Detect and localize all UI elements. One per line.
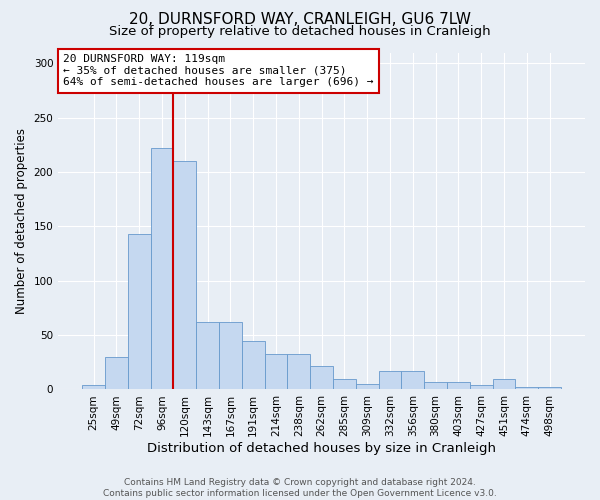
Text: 20, DURNSFORD WAY, CRANLEIGH, GU6 7LW: 20, DURNSFORD WAY, CRANLEIGH, GU6 7LW [129,12,471,28]
Bar [424,382,447,390]
Bar [265,354,287,390]
Bar [82,385,105,390]
X-axis label: Distribution of detached houses by size in Cranleigh: Distribution of detached houses by size … [147,442,496,455]
Text: 20 DURNSFORD WAY: 119sqm
← 35% of detached houses are smaller (375)
64% of semi-: 20 DURNSFORD WAY: 119sqm ← 35% of detach… [64,54,374,88]
Bar [470,385,493,390]
Bar [515,388,538,390]
Bar [356,384,379,390]
Bar [447,382,470,390]
Bar [538,388,561,390]
Bar [242,340,265,390]
Bar [173,161,196,390]
Bar [105,357,128,390]
Bar [151,148,173,390]
Bar [287,354,310,390]
Bar [128,234,151,390]
Bar [310,366,333,390]
Text: Size of property relative to detached houses in Cranleigh: Size of property relative to detached ho… [109,25,491,38]
Bar [379,371,401,390]
Bar [493,378,515,390]
Text: Contains HM Land Registry data © Crown copyright and database right 2024.
Contai: Contains HM Land Registry data © Crown c… [103,478,497,498]
Bar [401,371,424,390]
Bar [196,322,219,390]
Bar [333,378,356,390]
Y-axis label: Number of detached properties: Number of detached properties [15,128,28,314]
Bar [219,322,242,390]
